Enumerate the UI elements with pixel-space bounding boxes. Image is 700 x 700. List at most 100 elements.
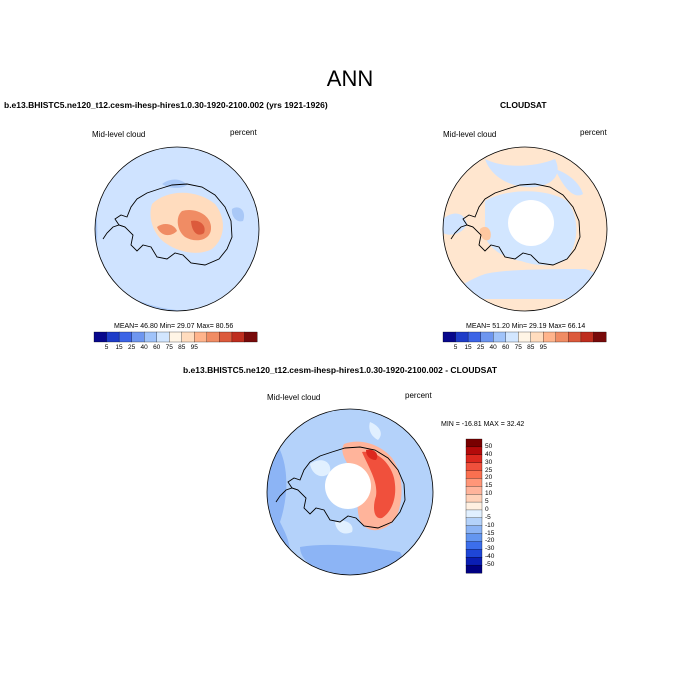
panel2-colorbar <box>442 331 607 343</box>
panel2-colorbar-swatch <box>480 331 494 343</box>
panel3-hot-region <box>362 451 396 519</box>
panel1-hottest-core <box>191 220 205 235</box>
panel1-colorbar-swatch <box>231 331 245 343</box>
panel3-colorbar-tick-label: 40 <box>485 450 493 458</box>
panel3-colorbar-tick-label: 30 <box>485 458 493 466</box>
panel1-colorbar-swatch <box>93 331 107 343</box>
panel2-variable-label: Mid-level cloud <box>443 130 497 139</box>
panel2-colorbar-tick-label: 75 <box>514 344 522 351</box>
panel2-colorbar-tick-label: 85 <box>527 344 535 351</box>
panel2-colorbar-tick-label: 5 <box>453 344 458 351</box>
panel1-colorbar-swatch <box>206 331 220 343</box>
panel1-colorbar-swatch <box>169 331 183 343</box>
panel1-colorbar-tick-label: 95 <box>190 344 198 351</box>
panel2-colorbar-swatch <box>518 331 532 343</box>
panel3-colorbar-swatch <box>465 462 483 471</box>
panel3-colorbar-swatch <box>465 478 483 487</box>
panel2-colorbar-swatch <box>505 331 519 343</box>
panel1-hot-tongue <box>157 224 177 236</box>
panel1-colorbar-swatch <box>181 331 195 343</box>
panel2-colorbar-swatch <box>555 331 569 343</box>
panel2-cool-arc <box>443 213 467 235</box>
panel3-antarctic-coastline <box>287 446 406 529</box>
panel3-colorbar-swatch <box>465 564 483 574</box>
panel1-polar-map <box>94 146 260 312</box>
panel2-colorbar-swatch <box>543 331 557 343</box>
panel1-colorbar-tick-label: 15 <box>115 344 123 351</box>
panel3-pale-region <box>310 460 331 477</box>
panel3-colorbar-tick-label: 25 <box>485 466 493 474</box>
panel2-no-data-hole <box>508 200 554 246</box>
panel3-pale-region <box>369 422 381 440</box>
panel2-colorbar-tick-label: 40 <box>489 344 497 351</box>
panel3-colorbar-swatch <box>465 438 483 448</box>
panel3-colorbar-tick-label: -20 <box>485 537 495 545</box>
panel2-colorbar-swatch <box>530 331 544 343</box>
panel3-colorbar-tick-label: -30 <box>485 545 495 553</box>
panel2-colorbar-swatch <box>442 331 456 343</box>
panel3-colorbar-tick-label: 0 <box>485 505 489 513</box>
panel3-colorbar-swatch <box>465 541 483 550</box>
panel1-colorbar-swatch <box>244 331 258 343</box>
panel2-colorbar-tick-label: 95 <box>539 344 547 351</box>
panel1-colorbar-swatch <box>194 331 208 343</box>
panel1-units-label: percent <box>230 128 257 137</box>
panel1-antarctic-coastline <box>114 183 233 266</box>
panel1-colorbar-tick-label: 60 <box>153 344 161 351</box>
panel1-colorbar-tick-label: 75 <box>165 344 173 351</box>
panel3-colorbar-swatch <box>465 533 483 542</box>
panel1-map-border <box>94 146 260 312</box>
panel1-stats: MEAN= 46.80 Min= 29.07 Max= 80.56 <box>114 323 234 330</box>
panel1-colorbar-tick-label: 5 <box>104 344 109 351</box>
panel2-colorbar-swatch <box>580 331 594 343</box>
panel3-colorbar-tick-label: -5 <box>485 513 491 521</box>
panel3-variable-label: Mid-level cloud <box>267 393 321 402</box>
panel1-colorbar-tick-label: 40 <box>140 344 148 351</box>
panel3-colorbar-swatch <box>465 486 483 495</box>
panel2-cool-arc <box>485 159 558 188</box>
panel2-map-border <box>442 146 608 312</box>
panel1-colorbar-swatch <box>131 331 145 343</box>
panel1-colorbar-tick-label: 25 <box>127 344 136 351</box>
panel2-colorbar-tick-label: 25 <box>476 344 485 351</box>
panel2-colorbar-swatch <box>593 331 607 343</box>
panel3-units-label: percent <box>405 391 432 400</box>
panel3-minmax: MIN = -16.81 MAX = 32.42 <box>441 421 525 428</box>
panel3-colorbar-tick-label: 5 <box>485 498 489 506</box>
panel1-colorbar-swatch <box>106 331 120 343</box>
panel3-colorbar-swatch <box>465 470 483 479</box>
panel3-colorbar-tick-label: -15 <box>485 529 495 537</box>
panel2-colorbar-swatch <box>455 331 469 343</box>
panel1-colorbar-labels: 5 15 25 40 60 75 85 95 <box>94 344 257 354</box>
panel3-colorbar-labels: 50 40 30 25 20 15 10 5 0 -5 -10 -15 -20 -30 -40 -50 <box>485 439 515 573</box>
panel3-pale-region <box>335 520 353 534</box>
panel1-colorbar-swatch <box>219 331 233 343</box>
figure-title: ANN <box>326 66 374 91</box>
panel3-title: b.e13.BHISTC5.ne120_t12.cesm-ihesp-hires… <box>183 365 498 375</box>
panel3-colorbar-swatch <box>465 557 483 566</box>
panel1-colorbar-swatch <box>118 331 133 343</box>
panel2-colorbar-tick-label: 15 <box>464 344 472 351</box>
panel3-colorbar-swatch <box>465 549 483 558</box>
panel3-colorbar-tick-label: -40 <box>485 553 495 561</box>
panel2-colorbar-tick-label: 60 <box>502 344 510 351</box>
panel2-stats: MEAN= 51.20 Min= 29.19 Max= 66.14 <box>466 323 586 330</box>
panel3-colorbar-swatch <box>465 494 483 503</box>
panel2-polar-map <box>442 146 608 312</box>
panel1-colorbar-tick-label: 85 <box>178 344 186 351</box>
panel1-colorbar-swatch <box>156 331 170 343</box>
panel3-colorbar-tick-label: 50 <box>485 442 493 450</box>
panel3-colorbar-swatch <box>465 517 483 527</box>
panel2-colorbar-swatch <box>568 331 582 343</box>
panel3-polar-map <box>266 408 434 576</box>
panel2-antarctic-coastline <box>462 183 581 266</box>
panel3-hot-patch <box>366 449 378 460</box>
panel1-patch <box>231 207 245 222</box>
panel3-colorbar-swatch <box>465 446 483 456</box>
panel3-colorbar-tick-label: 15 <box>485 482 493 490</box>
panel1-peninsula-coastline <box>102 224 126 240</box>
panel2-cool-arc <box>443 269 607 299</box>
panel1-variable-label: Mid-level cloud <box>92 130 146 139</box>
panel3-colorbar-swatch <box>465 525 483 535</box>
panel3-map-border <box>266 408 434 576</box>
